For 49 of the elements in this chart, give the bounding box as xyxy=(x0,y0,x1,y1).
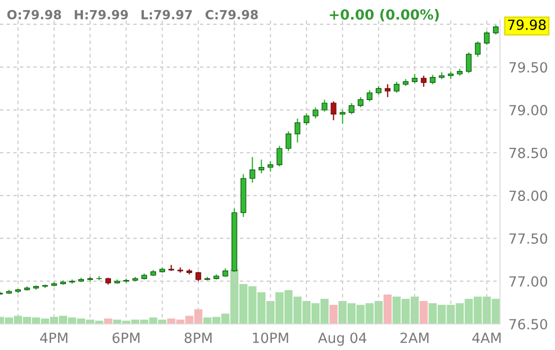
candlestick xyxy=(330,100,336,121)
y-tick-label: 79.50 xyxy=(509,62,548,73)
y-tick-label: 77.50 xyxy=(509,233,548,244)
text: C:79.98 xyxy=(206,10,258,20)
candlestick xyxy=(420,75,427,88)
candlestick xyxy=(466,52,472,74)
bar xyxy=(329,304,338,324)
candlestick xyxy=(430,74,436,85)
x-tick-label: 4AM xyxy=(472,332,501,343)
candlestick xyxy=(484,30,490,46)
candlestick xyxy=(384,84,390,98)
candlestick xyxy=(366,90,372,102)
candlestick xyxy=(276,145,282,168)
y-tick-label: 78.00 xyxy=(509,190,548,202)
x-tick-label: 10PM xyxy=(252,332,288,344)
y-tick-label: 79.00 xyxy=(509,104,548,116)
x-tick-label: 8PM xyxy=(184,332,212,344)
candlestick xyxy=(250,156,256,184)
text: H:79.99 xyxy=(74,10,128,20)
annotation: 79.98 xyxy=(508,20,546,30)
text: L:79.97 xyxy=(142,10,192,20)
candlestick xyxy=(358,96,364,108)
text: O:79.98 xyxy=(7,10,62,20)
y-tick-label: 76.50 xyxy=(509,318,548,330)
candlestick xyxy=(195,271,202,282)
candlestick xyxy=(322,99,328,112)
x-tick-label: Aug 04 xyxy=(318,332,366,346)
y-tick-label: 78.50 xyxy=(509,148,548,158)
x-tick-label: 4PM xyxy=(40,332,68,343)
candlestick xyxy=(168,264,174,272)
candlestick xyxy=(304,112,310,126)
x-tick-label: 6PM xyxy=(112,332,140,344)
candlestick xyxy=(294,118,300,144)
candlestick xyxy=(492,24,499,36)
x-tick-label: 2AM xyxy=(400,332,428,343)
candlestick xyxy=(412,73,418,84)
bar xyxy=(104,318,112,324)
candlestick xyxy=(474,40,481,58)
candlestick xyxy=(286,130,292,152)
candlestick xyxy=(394,81,400,94)
y-tick-label: 77.00 xyxy=(509,276,548,287)
annotation: +0.00 (0.00%) xyxy=(330,9,439,22)
candlestick xyxy=(312,106,318,120)
bar xyxy=(420,301,428,324)
candlestick xyxy=(268,160,274,172)
bar xyxy=(384,294,392,324)
candlestick xyxy=(258,158,264,174)
candlestick xyxy=(348,102,354,115)
candlestick xyxy=(340,109,346,124)
